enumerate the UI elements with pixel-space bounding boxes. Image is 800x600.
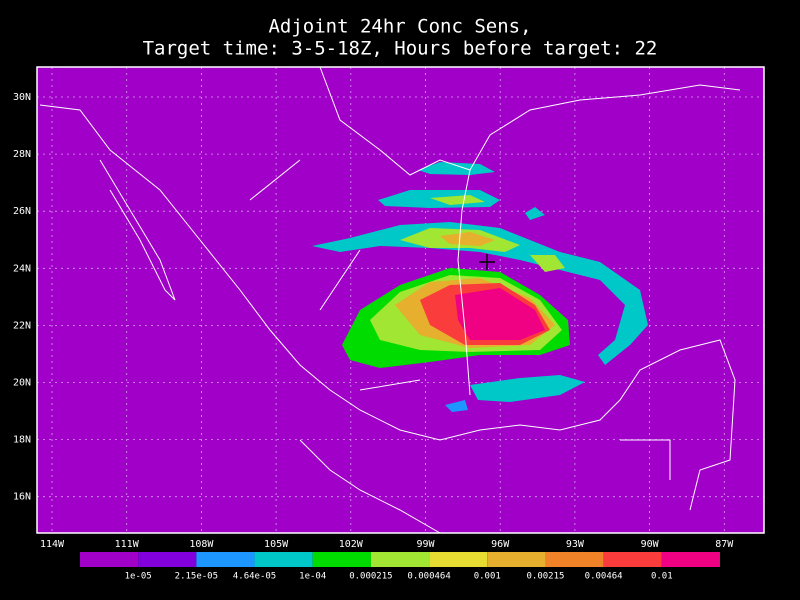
contour [470,375,585,402]
colorbar-label: 2.15e-05 [175,572,218,582]
lon-label: 99W [416,539,435,550]
lon-label: 93W [566,539,585,550]
colorbar-label: 0.01 [651,572,673,582]
colorbar-label: 1e-05 [125,572,152,582]
title-line-1: Adjoint 24hr Conc Sens, [268,16,531,38]
border [299,66,471,534]
colorbar-box [80,552,139,567]
lon-label: 111W [115,539,140,550]
contour [530,255,565,272]
colorbar-label: 0.000464 [407,572,450,582]
colorbar-box [487,552,546,567]
coastline [99,159,176,301]
colorbar-box [603,552,662,567]
grid [37,67,764,533]
lat-label: 20N [13,378,31,389]
border [249,159,671,480]
colorbar-box [429,552,488,567]
coastline [39,104,736,511]
colorbar: 1e-05 2.15e-05 4.64e-05 1e-04 0.000215 0.0004… [80,552,720,582]
sensitivity-field [312,162,648,412]
colorbar-label: 0.00215 [526,572,564,582]
colorbar-box [312,552,371,567]
contour [418,162,495,175]
contour [440,232,495,246]
lat-label: 26N [13,206,31,217]
axis-labels: 30N 28N 26N 24N 22N 20N 18N 16N 114W 111W 108W 105W… [13,92,734,550]
title-line-2: Target time: 3-5-18Z, Hours before targe… [143,38,658,60]
lon-label: 96W [491,539,510,550]
lat-label: 16N [13,492,31,503]
lon-label: 105W [264,539,289,550]
lon-label: 108W [189,539,214,550]
coastlines [39,66,741,534]
lat-label: 30N [13,92,31,103]
colorbar-box [661,552,720,567]
colorbar-label: 1e-04 [299,572,326,582]
lon-label: 87W [715,539,734,550]
lon-label: 90W [641,539,660,550]
contour [525,207,545,220]
contour [445,400,468,412]
lat-label: 24N [13,263,31,274]
colorbar-label: 4.64e-05 [233,572,276,582]
lat-label: 22N [13,320,31,331]
coastline [457,84,741,396]
colorbar-label: 0.001 [474,572,501,582]
contour [312,222,648,365]
lon-label: 114W [40,539,65,550]
colorbar-box [196,552,255,567]
colorbar-label: 0.00464 [585,572,623,582]
lat-label: 28N [13,149,31,160]
lat-label: 18N [13,435,31,446]
colorbar-box [138,552,197,567]
colorbar-label: 0.000215 [349,572,392,582]
colorbar-box [370,552,430,567]
contour [455,288,545,340]
colorbar-box [545,552,604,567]
colorbar-box [254,552,313,567]
target-marker [479,254,495,270]
contour [430,195,485,205]
map-frame [36,66,765,534]
lon-label: 102W [339,539,364,550]
